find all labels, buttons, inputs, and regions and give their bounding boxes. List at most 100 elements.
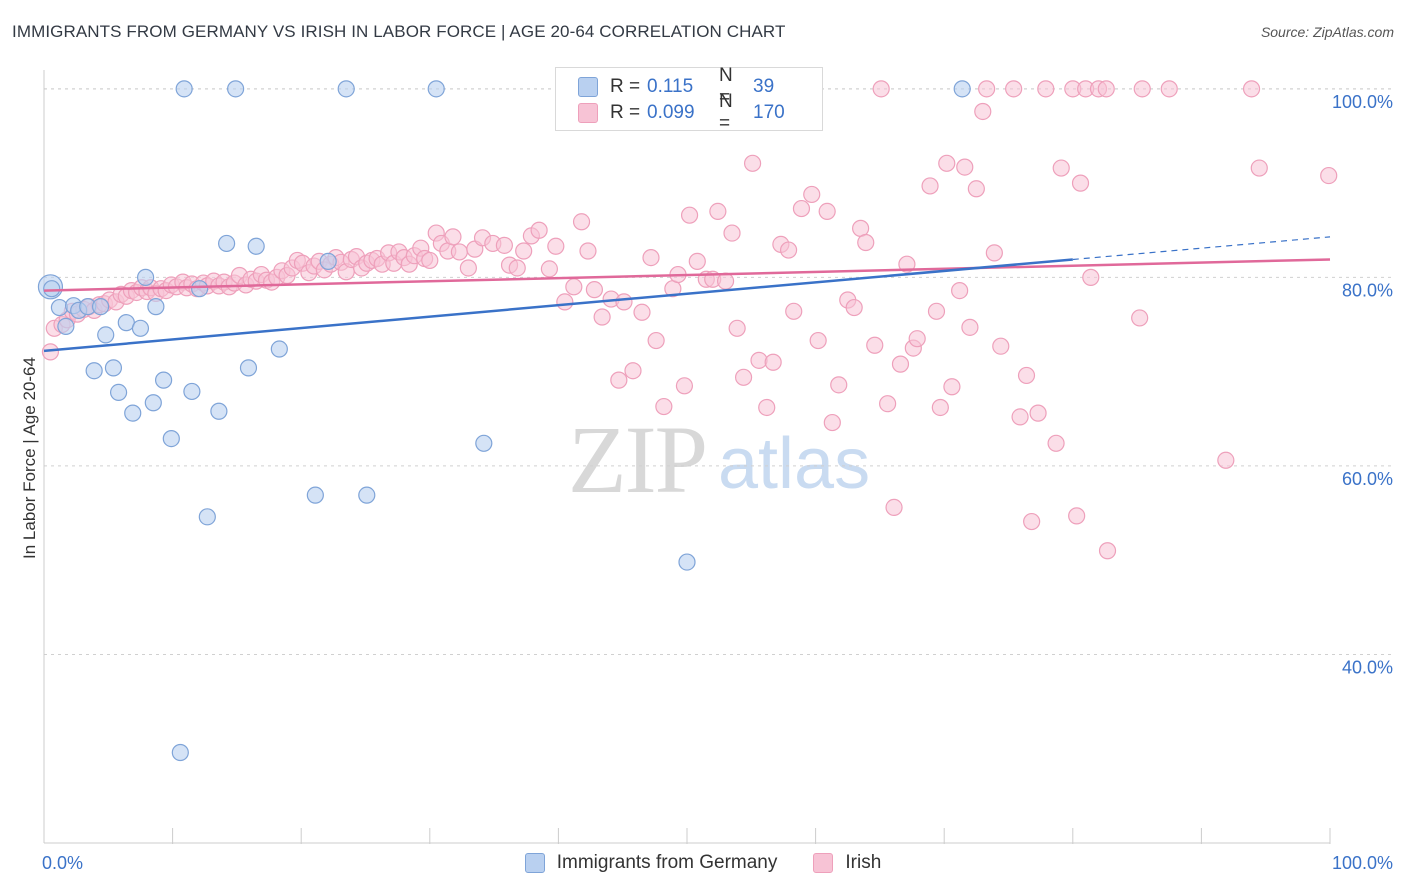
- data-point-irish: [680, 206, 699, 224]
- data-point-irish: [974, 102, 992, 121]
- legend-n-value: 170: [753, 102, 785, 123]
- data-point-irish: [1023, 512, 1041, 531]
- legend-r-value: 0.099: [647, 102, 695, 123]
- data-point-irish: [803, 185, 821, 204]
- data-point-germany: [175, 80, 193, 98]
- data-point-irish: [633, 303, 651, 321]
- data-point-irish: [758, 398, 776, 417]
- data-point-irish: [927, 302, 946, 320]
- data-point-irish: [764, 353, 782, 371]
- data-point-irish: [1047, 434, 1065, 452]
- y-tick-label: 80.0%: [1342, 280, 1393, 300]
- data-point-irish: [459, 259, 477, 277]
- data-point-irish: [1068, 507, 1086, 525]
- data-point-irish: [624, 362, 642, 380]
- data-point-irish: [921, 177, 939, 195]
- y-tick-label: 40.0%: [1342, 657, 1393, 677]
- data-point-germany: [198, 508, 216, 526]
- data-point-irish: [1017, 366, 1036, 385]
- data-point-germany: [218, 234, 236, 253]
- data-point-irish: [585, 281, 604, 299]
- data-point-irish: [743, 154, 762, 172]
- data-point-irish: [444, 228, 462, 246]
- data-point-irish: [857, 233, 875, 252]
- data-point-germany: [358, 486, 376, 504]
- data-point-germany: [427, 80, 445, 98]
- data-point-irish: [450, 243, 468, 261]
- legend-r-value: 0.115: [647, 76, 694, 97]
- data-point-irish: [845, 298, 863, 317]
- legend-r-label: R =: [610, 76, 641, 97]
- data-point-germany: [109, 383, 128, 401]
- data-point-germany: [104, 359, 123, 377]
- data-point-irish: [1029, 404, 1047, 422]
- data-point-germany: [85, 362, 103, 380]
- data-point-germany: [162, 429, 180, 448]
- data-point-irish: [938, 154, 956, 172]
- data-point-irish: [556, 293, 574, 311]
- data-point-germany: [91, 298, 110, 316]
- legend-r-label: R =: [610, 102, 641, 123]
- data-point-irish: [540, 260, 558, 278]
- data-point-irish: [943, 378, 961, 396]
- data-point-germany: [43, 280, 61, 298]
- data-point-germany: [337, 80, 355, 98]
- data-point-irish: [992, 337, 1010, 355]
- data-point-irish: [961, 318, 979, 336]
- data-point-irish: [421, 251, 439, 270]
- data-point-irish: [779, 241, 798, 259]
- chart-title: IMMIGRANTS FROM GERMANY VS IRISH IN LABO…: [12, 22, 786, 41]
- data-point-irish: [866, 336, 884, 354]
- data-point-germany: [270, 340, 288, 358]
- data-point-irish: [951, 281, 969, 300]
- y-tick-label: 60.0%: [1342, 469, 1393, 489]
- data-point-irish: [885, 498, 903, 517]
- data-point-irish: [898, 255, 916, 273]
- data-point-irish: [1098, 542, 1117, 560]
- data-point-germany: [124, 404, 142, 422]
- data-point-irish: [1217, 451, 1235, 469]
- data-point-germany: [191, 280, 209, 298]
- data-point-irish: [823, 413, 841, 432]
- x-tick-label-max: 100.0%: [1332, 853, 1393, 873]
- data-point-irish: [647, 331, 665, 350]
- data-point-germany: [131, 319, 150, 337]
- data-point-irish: [1037, 80, 1055, 98]
- data-point-irish: [872, 80, 890, 98]
- watermark-atlas: atlas: [718, 424, 870, 504]
- data-point-germany: [678, 553, 696, 571]
- data-point-irish: [1250, 159, 1268, 177]
- legend-label-germany: Immigrants from Germany: [556, 852, 778, 873]
- data-point-irish: [830, 376, 848, 394]
- data-point-germany: [154, 371, 173, 389]
- data-point-irish: [985, 244, 1003, 262]
- data-point-irish: [1052, 159, 1070, 177]
- data-point-irish: [655, 397, 673, 416]
- data-point-irish: [1242, 80, 1261, 98]
- legend-swatch-germany: [524, 853, 545, 873]
- source-note: Source: ZipAtlas.com: [1260, 24, 1394, 40]
- trend-line-germany: [43, 258, 1073, 353]
- legend-row-germany: R = 0.115 N = 39: [578, 65, 774, 108]
- data-point-irish: [515, 242, 533, 260]
- watermark-zip: ZIP: [568, 406, 706, 513]
- data-point-irish: [547, 237, 565, 255]
- data-point-germany: [183, 382, 201, 401]
- data-point-germany: [227, 80, 245, 98]
- data-point-irish: [508, 259, 526, 277]
- data-point-irish: [734, 368, 753, 386]
- data-point-germany: [144, 394, 162, 412]
- data-point-irish: [615, 293, 633, 311]
- data-point-germany: [97, 326, 115, 344]
- data-point-germany: [475, 434, 493, 452]
- data-point-irish: [1011, 408, 1029, 426]
- data-point-germany: [210, 402, 228, 420]
- data-point-germany: [50, 298, 69, 317]
- data-point-germany: [247, 237, 265, 255]
- legend-item-irish[interactable]: Irish: [813, 852, 881, 874]
- data-point-irish: [785, 302, 803, 320]
- legend-item-germany[interactable]: Immigrants from Germany: [524, 852, 778, 874]
- data-point-irish: [572, 213, 591, 231]
- legend-n-label: N =: [719, 65, 733, 108]
- data-point-germany: [306, 486, 324, 504]
